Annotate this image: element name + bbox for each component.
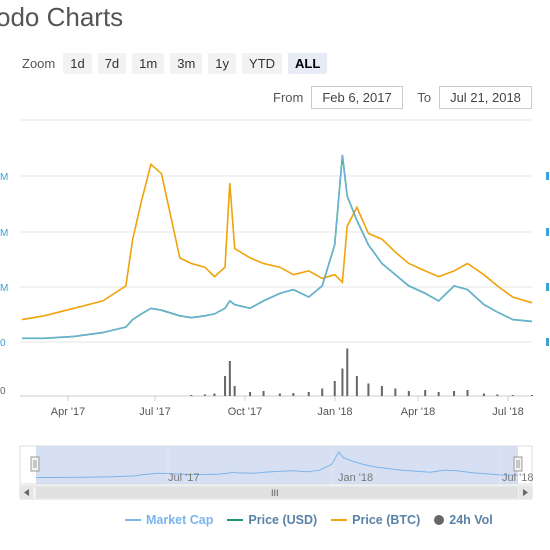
from-label: From <box>273 90 304 105</box>
volume-bar <box>233 386 236 396</box>
volume-bar <box>437 392 440 396</box>
zoom-toolbar: Zoom 1d 7d 1m 3m 1y YTD ALL <box>22 53 328 74</box>
legend-market-cap[interactable]: Market Cap <box>125 513 213 527</box>
volume-bar <box>482 393 485 396</box>
x-tick-label: Jan '18 <box>317 406 352 418</box>
zoom-1d-button[interactable]: 1d <box>63 53 92 74</box>
volume-bar <box>424 390 427 396</box>
navigator-tick: Jan '18 <box>338 472 373 484</box>
left-axis-label: M <box>0 172 8 183</box>
grid-lines <box>20 119 532 397</box>
volume-bar <box>531 395 533 396</box>
zoom-ytd-button[interactable]: YTD <box>242 53 283 74</box>
zoom-1m-button[interactable]: 1m <box>132 53 165 74</box>
volume-bars <box>190 348 533 396</box>
volume-bar <box>453 391 456 396</box>
left-axis-label: M <box>0 283 8 294</box>
scrollbar-grip: III <box>271 488 279 498</box>
volume-bar <box>346 348 349 396</box>
volume-bar <box>249 392 252 396</box>
price-usd-series-line <box>22 154 533 340</box>
zoom-1y-button[interactable]: 1y <box>208 53 237 74</box>
volume-bar <box>190 395 193 396</box>
series-lines <box>21 154 533 340</box>
volume-bar <box>203 394 206 396</box>
page-title: odo Charts <box>0 2 124 32</box>
line-icon <box>227 519 244 521</box>
volume-bar <box>321 388 324 396</box>
line-icon <box>125 519 141 521</box>
x-tick-label: Apr '18 <box>401 406 436 418</box>
right-axis-marker <box>546 283 549 291</box>
right-axis-marker <box>546 172 549 180</box>
x-tick-label: Jul '17 <box>139 406 170 418</box>
volume-bar <box>380 386 383 396</box>
volume-axis-label: 0 <box>0 386 6 397</box>
navigator[interactable]: Jul '17 Jan '18 Jul '18 <box>19 445 533 485</box>
volume-bar <box>228 361 231 396</box>
legend-label: Market Cap <box>146 513 214 527</box>
legend-label: Price (BTC) <box>352 513 421 527</box>
right-axis-labels <box>546 172 549 346</box>
volume-bar <box>511 395 514 396</box>
volume-bar <box>278 393 281 396</box>
zoom-label: Zoom <box>22 56 56 71</box>
legend: Market Cap Price (USD) Price (BTC) 24h V… <box>125 513 493 527</box>
right-axis-marker <box>546 228 549 236</box>
x-tick-label: Jul '18 <box>492 406 523 418</box>
volume-bar <box>496 394 499 396</box>
date-range: From Feb 6, 2017 To Jul 21, 2018 <box>273 86 546 109</box>
left-axis-labels: M M M 0 0 <box>0 172 8 397</box>
navigator-selection[interactable] <box>36 446 518 484</box>
navigator-tick: Jul '17 <box>168 472 199 484</box>
from-date-input[interactable]: Feb 6, 2017 <box>311 86 404 109</box>
navigator-tick: Jul '18 <box>502 472 533 484</box>
to-label: To <box>417 90 432 105</box>
navigator-right-handle[interactable] <box>513 456 523 472</box>
dot-icon <box>434 515 445 525</box>
legend-label: 24h Vol <box>449 513 493 527</box>
legend-label: Price (USD) <box>248 513 318 527</box>
right-axis-marker <box>546 338 549 346</box>
legend-24h-vol[interactable]: 24h Vol <box>434 513 493 527</box>
arrow-left-icon <box>24 489 29 496</box>
x-tick-label: Oct '17 <box>228 406 263 418</box>
volume-bar <box>466 390 469 396</box>
volume-bar <box>292 393 295 396</box>
zoom-7d-button[interactable]: 7d <box>97 53 127 74</box>
legend-price-usd[interactable]: Price (USD) <box>227 513 317 527</box>
left-axis-label: M <box>0 228 8 239</box>
legend-price-btc[interactable]: Price (BTC) <box>331 513 420 527</box>
zoom-3m-button[interactable]: 3m <box>170 53 203 74</box>
volume-bar <box>341 368 344 396</box>
arrow-right-icon <box>523 489 528 496</box>
volume-bar <box>367 383 370 396</box>
volume-bar <box>394 388 397 396</box>
x-axis-ticks: Apr '17 Jul '17 Oct '17 Jan '18 Apr '18 Jul '… <box>51 396 524 418</box>
volume-bar <box>307 392 310 396</box>
line-icon <box>331 519 348 521</box>
navigator-left-handle[interactable] <box>30 456 40 472</box>
volume-bar <box>407 391 410 396</box>
scrollbar[interactable]: III <box>19 485 533 500</box>
zoom-all-button[interactable]: ALL <box>288 53 328 74</box>
to-date-input[interactable]: Jul 21, 2018 <box>439 86 532 109</box>
scrollbar-thumb[interactable] <box>36 487 518 498</box>
volume-bar <box>333 381 336 396</box>
market-cap-series-line <box>22 154 533 339</box>
x-tick-label: Apr '17 <box>51 406 86 418</box>
volume-bar <box>262 391 265 396</box>
left-axis-label: 0 <box>0 338 6 349</box>
volume-bar <box>355 376 358 396</box>
volume-bar <box>213 393 216 396</box>
volume-bar <box>224 376 227 396</box>
price-btc-series-line <box>21 162 533 321</box>
